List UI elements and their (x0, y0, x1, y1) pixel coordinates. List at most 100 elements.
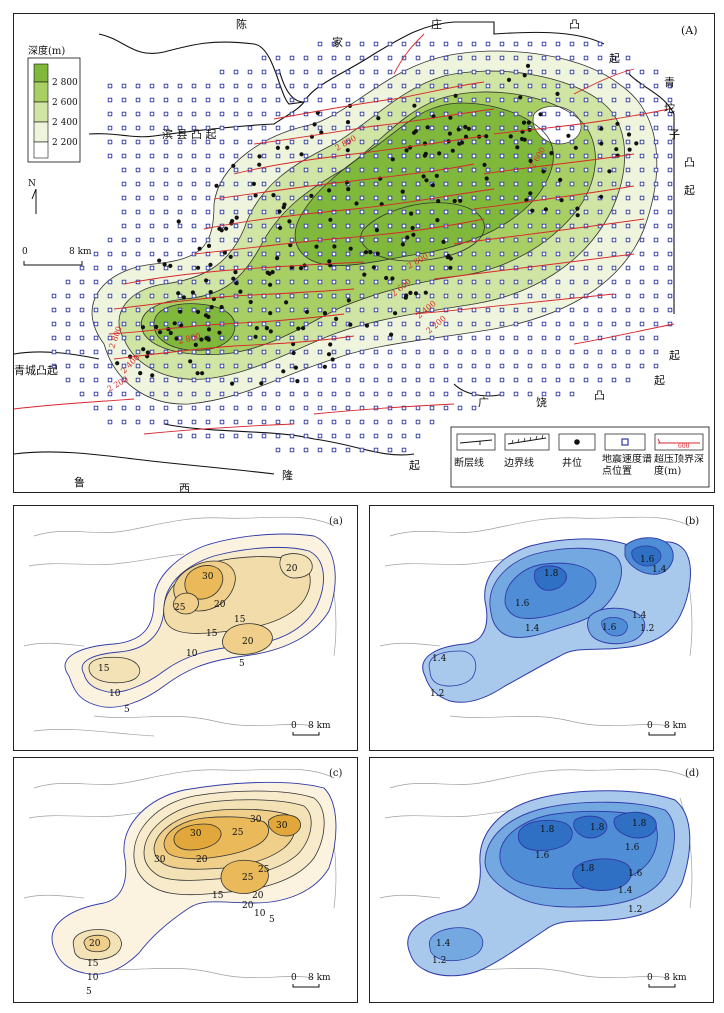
seismic-point (597, 181, 603, 187)
seismic-point (317, 195, 323, 201)
seismic-point (541, 83, 547, 89)
seismic-point (415, 55, 421, 61)
seismic-point (485, 265, 491, 271)
seismic-point (485, 223, 491, 229)
contour-label: 1.8 (632, 819, 647, 829)
seismic-point (471, 265, 477, 271)
seismic-point (261, 377, 267, 383)
seismic-point (275, 69, 281, 75)
seismic-point (233, 181, 239, 187)
seismic-point (569, 377, 575, 383)
seismic-point (583, 181, 589, 187)
seismic-point (387, 293, 393, 299)
well (197, 246, 202, 251)
seismic-point (541, 349, 547, 355)
seismic-point (149, 349, 155, 355)
seismic-point (121, 181, 127, 187)
seismic-point (135, 293, 141, 299)
seismic-point (247, 223, 253, 229)
seismic-point (401, 97, 407, 103)
well (231, 276, 236, 281)
seismic-point (597, 279, 603, 285)
well (411, 130, 417, 135)
seismic-point (597, 251, 603, 257)
seismic-point (541, 307, 547, 313)
seismic-point (373, 167, 379, 173)
seismic-point (583, 363, 589, 369)
seismic-point (443, 125, 449, 131)
seismic-point (219, 125, 225, 131)
place-lu: 鲁 (74, 475, 85, 489)
seismic-point (387, 363, 393, 369)
seismic-point (135, 97, 141, 103)
seismic-point (513, 335, 519, 341)
well (575, 213, 580, 218)
well (268, 311, 273, 316)
seismic-point (149, 391, 155, 397)
seismic-point (485, 139, 491, 145)
seismic-point (569, 349, 575, 355)
seismic-point (233, 377, 239, 383)
seismic-point (583, 307, 589, 313)
seismic-point (485, 153, 491, 159)
seismic-point (541, 41, 547, 47)
seismic-point (443, 391, 449, 397)
panel-c-small-map: 30 30 25 30 20 30 25 20 25 20 15 10 5 20… (13, 757, 358, 1003)
seismic-point (471, 223, 477, 229)
contour-30 (173, 823, 222, 851)
seismic-point (373, 83, 379, 89)
seismic-point (373, 237, 379, 243)
seismic-point (149, 223, 155, 229)
seismic-point (79, 293, 85, 299)
well (558, 177, 563, 182)
seismic-point (219, 181, 225, 187)
seismic-point (415, 279, 421, 285)
seismic-point (303, 447, 309, 453)
well (217, 226, 222, 231)
seismic-point (219, 293, 225, 299)
seismic-point (541, 153, 547, 159)
seismic-point (149, 405, 155, 411)
seismic-point (191, 391, 197, 397)
overpressure-line-icon (657, 438, 700, 444)
seismic-point (499, 181, 505, 187)
seismic-point (555, 209, 561, 215)
contour-20-ne (279, 553, 313, 579)
seismic-point (303, 97, 309, 103)
place-zhuang: 庄 (431, 17, 442, 31)
seismic-point (205, 433, 211, 439)
well (390, 276, 395, 281)
contour-label: 25 (242, 873, 254, 883)
fault-symbol-box (456, 433, 496, 451)
well (599, 126, 604, 131)
seismic-point (121, 349, 127, 355)
seismic-point (457, 293, 463, 299)
seismic-point (471, 125, 477, 131)
seismic-point (79, 349, 85, 355)
seismic-point (527, 167, 533, 173)
seismic-point (457, 363, 463, 369)
seismic-point (359, 181, 365, 187)
seismic-point (625, 335, 631, 341)
seismic-point (177, 195, 183, 201)
seismic-point (583, 335, 589, 341)
seismic-point (541, 377, 547, 383)
seismic-point (373, 447, 379, 453)
seismic-point (471, 251, 477, 257)
seismic-point (191, 195, 197, 201)
seismic-point (541, 237, 547, 243)
well (614, 147, 619, 152)
seismic-point (667, 265, 673, 271)
well (530, 208, 535, 213)
legend-seismic: 地震速度谱点位置 (602, 454, 652, 477)
seismic-point (583, 223, 589, 229)
seismic-point (625, 181, 631, 187)
seismic-point (79, 279, 85, 285)
panel-a-svg: 30 20 25 20 15 15 20 10 5 15 10 5 (a) 0 … (23, 516, 343, 737)
seismic-point (443, 111, 449, 117)
contour-label: 15 (206, 629, 218, 639)
contour-1-6 (504, 562, 597, 619)
seismic-point (261, 433, 267, 439)
seismic-point (261, 181, 267, 187)
seismic-point (289, 321, 295, 327)
